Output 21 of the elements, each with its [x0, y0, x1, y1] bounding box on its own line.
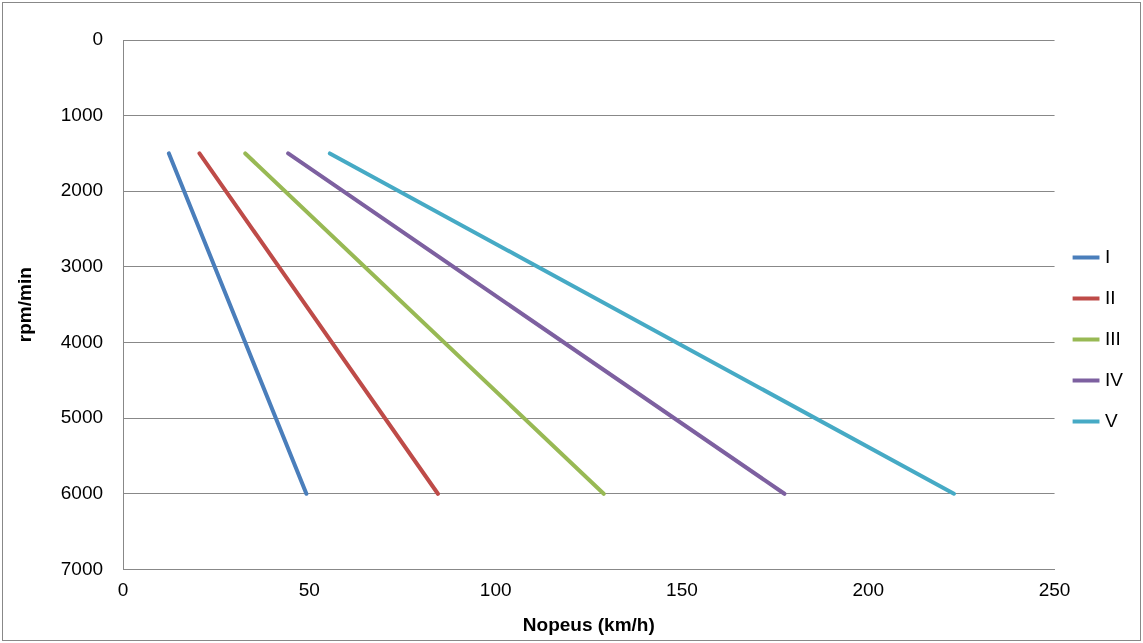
y-tick-label: 6000 [60, 482, 104, 504]
x-axis-title: Nopeus (km/h) [522, 613, 655, 635]
y-tick-label: 4000 [60, 330, 104, 352]
legend-label: I [1105, 245, 1111, 267]
legend-label: III [1105, 327, 1121, 349]
y-axis-title: rpm/min [13, 267, 35, 343]
legend-label: IV [1105, 368, 1124, 390]
x-tick-label: 0 [117, 579, 129, 601]
legend-label: V [1105, 409, 1119, 431]
x-tick-label: 150 [666, 579, 698, 601]
x-tick-label: 200 [852, 579, 885, 601]
x-tick-label: 250 [1038, 579, 1071, 601]
x-tick-label: 100 [479, 579, 512, 601]
y-tick-label: 0 [92, 28, 104, 50]
y-tick-label: 3000 [60, 255, 104, 277]
legend-label: II [1105, 286, 1116, 308]
y-tick-label: 1000 [60, 103, 104, 125]
y-tick-label: 5000 [60, 406, 104, 428]
x-tick-label: 50 [298, 579, 320, 601]
y-tick-label: 2000 [60, 179, 104, 201]
y-tick-label: 7000 [60, 557, 104, 579]
